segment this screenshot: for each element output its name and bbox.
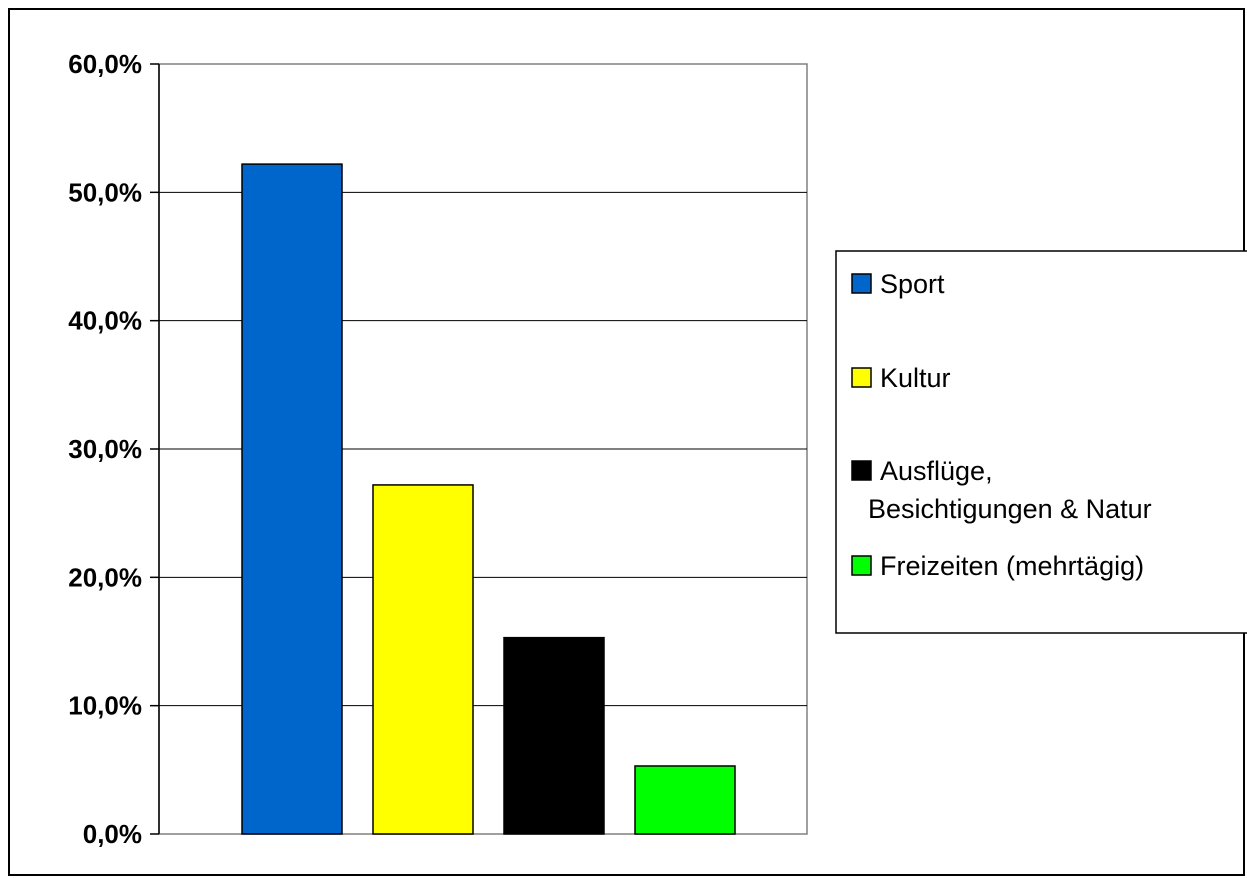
y-tick-label: 0,0% <box>83 819 142 849</box>
legend-label: Besichtigungen & Natur <box>868 494 1152 524</box>
chart-frame: 0,0% 10,0% 20,0% 30,0% 40,0% 50,0% 60,0% Sport K… <box>8 8 1247 876</box>
y-tick-label: 30,0% <box>68 434 142 464</box>
y-tick-label: 20,0% <box>68 562 142 592</box>
bar-kultur <box>372 484 474 835</box>
legend-label: Freizeiten (mehrtägig) <box>880 551 1144 581</box>
y-tick-label: 50,0% <box>68 177 142 207</box>
bar-sport <box>241 163 343 835</box>
bar-freizeiten-mehrt-gig <box>634 765 736 835</box>
legend-swatch <box>851 273 872 294</box>
legend-label: Kultur <box>880 363 951 393</box>
legend-swatch <box>851 555 872 576</box>
y-tick-label: 10,0% <box>68 691 142 721</box>
y-tick-label: 60,0% <box>68 49 142 79</box>
bar-chart: 0,0% 10,0% 20,0% 30,0% 40,0% 50,0% 60,0% Sport K… <box>68 49 1247 849</box>
legend-swatch <box>851 460 872 481</box>
legend-label: Ausflüge, <box>880 456 993 486</box>
legend-label: Sport <box>880 269 945 299</box>
legend <box>835 250 1247 634</box>
legend-swatch <box>851 367 872 388</box>
bar-ausfl-ge-besichtigungen-natur <box>503 636 605 835</box>
y-tick-label: 40,0% <box>68 306 142 336</box>
